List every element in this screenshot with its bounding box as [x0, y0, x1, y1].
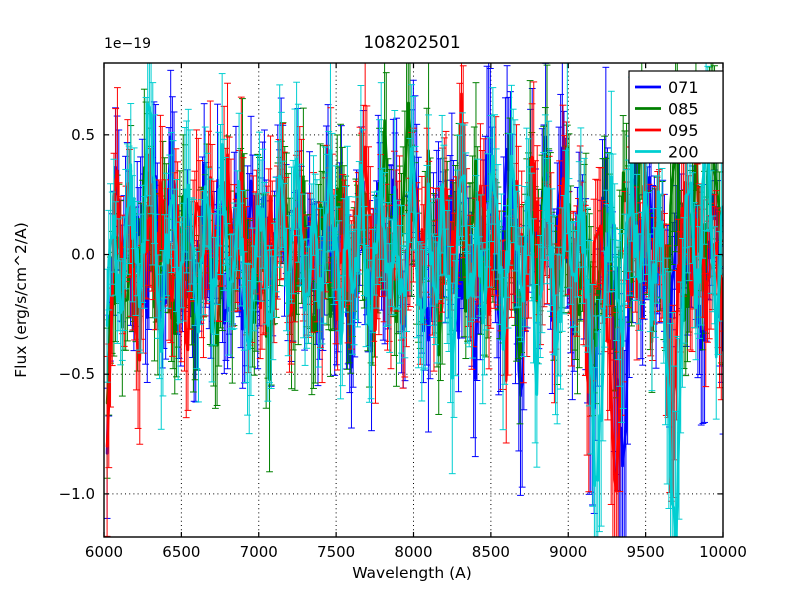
- x-axis-label: Wavelength (A): [352, 564, 472, 582]
- y-axis-label: Flux (erg/s/cm^2/A): [12, 222, 30, 378]
- series-line-200: [105, 102, 723, 537]
- y-tick-label: −0.5: [59, 365, 95, 383]
- legend-label-071[interactable]: 071: [668, 78, 699, 97]
- legend[interactable]: 071 085 095 200: [628, 70, 724, 164]
- x-tick-label: 9500: [627, 543, 665, 561]
- y-tick-label: −1.0: [59, 485, 95, 503]
- page-title: 108202501: [363, 33, 460, 53]
- x-tick-label: 9000: [549, 543, 587, 561]
- x-tick-label: 8500: [472, 543, 510, 561]
- x-tick-label: 6500: [162, 543, 200, 561]
- x-tick-label: 10000: [699, 543, 747, 561]
- x-tick-label: 7000: [240, 543, 278, 561]
- legend-label-085[interactable]: 085: [668, 100, 699, 119]
- legend-label-200[interactable]: 200: [668, 143, 699, 162]
- grid-lines: [104, 63, 723, 537]
- x-tick-label: 7500: [317, 543, 355, 561]
- x-tick-label: 8000: [394, 543, 432, 561]
- legend-label-095[interactable]: 095: [668, 121, 699, 140]
- tick-marks-and-labels: 6000 6500 7000 7500 8000 8500 9000 9500 10000 0.5…: [59, 63, 747, 561]
- y-tick-label: 0.0: [71, 246, 95, 264]
- y-axis-offset-text: 1e−19: [104, 36, 151, 52]
- x-tick-label: 6000: [85, 543, 123, 561]
- data-series-layer: [104, 63, 723, 537]
- y-tick-label: 0.5: [71, 126, 95, 144]
